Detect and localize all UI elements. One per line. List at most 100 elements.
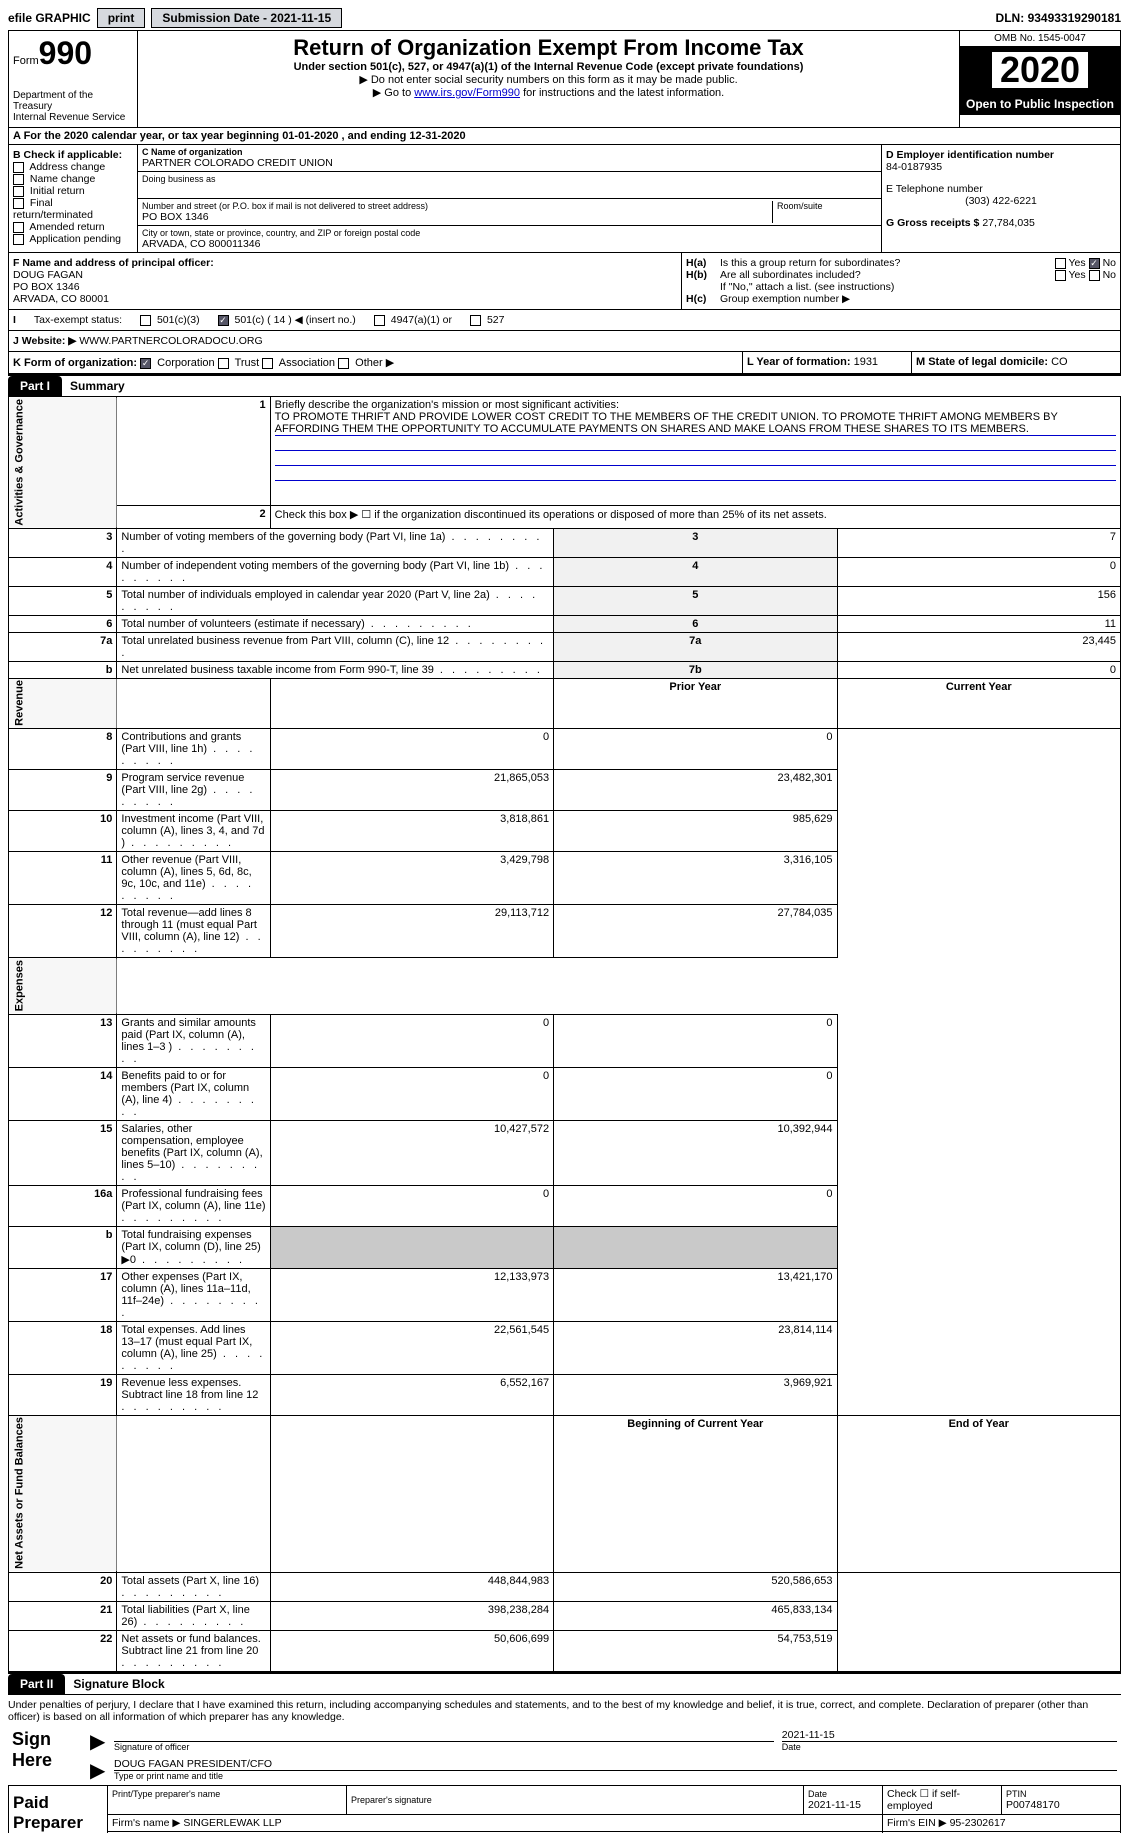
paid-preparer-block: Paid Preparer Use Only Print/Type prepar…	[8, 1785, 1121, 1833]
prior-year-header: Prior Year	[554, 678, 837, 729]
checkbox-row: Name change	[13, 173, 133, 185]
table-row: 13Grants and similar amounts paid (Part …	[9, 1014, 1121, 1067]
row-a: A For the 2020 calendar year, or tax yea…	[8, 128, 1121, 145]
checkbox-row: Address change	[13, 161, 133, 173]
irs-link[interactable]: www.irs.gov/Form990	[414, 87, 520, 99]
checkbox-checked-icon[interactable]	[140, 358, 151, 369]
sig-officer-label: Signature of officer	[114, 1741, 774, 1752]
form-note2: ▶ Go to www.irs.gov/Form990 for instruct…	[142, 86, 955, 99]
officer-addr2: ARVADA, CO 80001	[13, 293, 109, 305]
website-url: WWW.PARTNERCOLORADOCU.ORG	[79, 335, 262, 347]
form-note1: ▶ Do not enter social security numbers o…	[142, 73, 955, 86]
table-row: 22Net assets or fund balances. Subtract …	[9, 1630, 1121, 1671]
checkbox-checked-icon[interactable]	[1089, 258, 1100, 269]
prep-date-label: Date	[808, 1789, 878, 1799]
hb-yn: Yes No	[1055, 269, 1117, 281]
q2: Check this box ▶ ☐ if the organization d…	[270, 506, 1120, 529]
opt-assoc: Association	[279, 357, 335, 369]
efile-label: efile GRAPHIC	[8, 11, 91, 25]
dln-label: DLN:	[996, 11, 1025, 25]
city-label: City or town, state or province, country…	[142, 228, 877, 238]
checkbox-icon[interactable]	[140, 315, 151, 326]
part-ii-header: Part II Signature Block	[8, 1672, 1121, 1694]
table-row: 8Contributions and grants (Part VIII, li…	[9, 729, 1121, 770]
org-addr: PO BOX 1346	[142, 211, 772, 223]
ein-label: D Employer identification number	[886, 149, 1116, 161]
table-row: 19Revenue less expenses. Subtract line 1…	[9, 1374, 1121, 1415]
checkbox-icon[interactable]	[1055, 258, 1066, 269]
checkbox-icon[interactable]	[262, 358, 273, 369]
tax-year: 2020	[989, 49, 1091, 91]
beginning-header: Beginning of Current Year	[554, 1415, 837, 1572]
type-name-label: Type or print name and title	[114, 1770, 1117, 1781]
ptin: P00748170	[1006, 1799, 1116, 1811]
table-row: 9Program service revenue (Part VIII, lin…	[9, 770, 1121, 811]
room-label: Room/suite	[777, 201, 877, 211]
table-row: 17Other expenses (Part IX, column (A), l…	[9, 1268, 1121, 1321]
table-row: 4Number of independent voting members of…	[9, 557, 1121, 586]
part-i-badge: Part I	[8, 376, 62, 396]
checkbox-icon[interactable]	[1089, 270, 1100, 281]
checkbox-icon[interactable]	[1055, 270, 1066, 281]
table-row: bTotal fundraising expenses (Part IX, co…	[9, 1226, 1121, 1268]
table-row: 12Total revenue—add lines 8 through 11 (…	[9, 905, 1121, 958]
opt-501c: 501(c) ( 14 ) ◀ (insert no.)	[218, 314, 356, 326]
table-row: bNet unrelated business taxable income f…	[9, 661, 1121, 678]
header-mid: Return of Organization Exempt From Incom…	[138, 31, 959, 127]
checkbox-checked-icon[interactable]	[218, 315, 229, 326]
form-org-label: K Form of organization:	[13, 357, 137, 369]
table-row: 7aTotal unrelated business revenue from …	[9, 632, 1121, 661]
side-revenue: Revenue	[9, 678, 117, 729]
goto-suffix: for instructions and the latest informat…	[520, 87, 724, 99]
checkbox-row: Initial return	[13, 185, 133, 197]
arrow-icon: ▶	[86, 1727, 110, 1756]
ein: 84-0187935	[886, 161, 1116, 173]
tax-status-label: Tax-exempt status:	[34, 314, 122, 326]
dept-treasury: Department of the Treasury Internal Reve…	[13, 90, 133, 123]
checkbox-icon[interactable]	[338, 358, 349, 369]
name-label: C Name of organization	[142, 147, 877, 157]
org-city: ARVADA, CO 800011346	[142, 238, 877, 250]
part-i-header: Part I Summary	[8, 374, 1121, 396]
table-row: 16aProfessional fundraising fees (Part I…	[9, 1185, 1121, 1226]
form-number: Form990	[13, 35, 133, 72]
table-row: 15Salaries, other compensation, employee…	[9, 1120, 1121, 1185]
checkbox-icon[interactable]	[218, 358, 229, 369]
box-i: I Tax-exempt status: 501(c)(3) 501(c) ( …	[9, 310, 1120, 330]
submission-par button: Submission Date - 2021-11-15	[151, 8, 342, 28]
box-b-label: B Check if applicable:	[13, 149, 133, 161]
preparer-sig-label: Preparer's signature	[351, 1795, 799, 1805]
prep-date: 2021-11-15	[808, 1799, 878, 1811]
box-k: K Form of organization: Corporation Trus…	[9, 352, 742, 373]
print-button[interactable]: print	[97, 8, 146, 28]
dba-label: Doing business as	[142, 174, 877, 184]
hb-question: Are all subordinates included?	[720, 269, 1055, 281]
table-row: 5Total number of individuals employed in…	[9, 586, 1121, 615]
submission-date: 2021-11-15	[270, 11, 331, 25]
opt-4947: 4947(a)(1) or	[374, 314, 452, 326]
sign-here-block: Sign Here ▶ Signature of officer 2021-11…	[8, 1727, 1121, 1785]
box-d: D Employer identification number84-01879…	[881, 145, 1120, 252]
header-left: Form990 Department of the Treasury Inter…	[9, 31, 138, 127]
box-c: C Name of organizationPARTNER COLORADO C…	[138, 145, 881, 252]
table-row: 18Total expenses. Add lines 13–17 (must …	[9, 1321, 1121, 1374]
form-title: Return of Organization Exempt From Incom…	[142, 35, 955, 61]
officer-printed-name: DOUG FAGAN PRESIDENT/CFO	[114, 1758, 1117, 1770]
table-row: 11Other revenue (Part VIII, column (A), …	[9, 852, 1121, 905]
sign-here-label: Sign Here	[8, 1727, 86, 1785]
table-row: 3Number of voting members of the governi…	[9, 528, 1121, 557]
box-h: H(a)Is this a group return for subordina…	[681, 253, 1120, 309]
top-bar: efile GRAPHIC print Submission Date - 20…	[8, 8, 1121, 28]
q1: Briefly describe the organization's miss…	[270, 397, 1120, 506]
table-row: 21Total liabilities (Part X, line 26)398…	[9, 1601, 1121, 1630]
table-row: 10Investment income (Part VIII, column (…	[9, 811, 1121, 852]
row-j: J Website: ▶ WWW.PARTNERCOLORADOCU.ORG	[8, 331, 1121, 352]
checkbox-icon[interactable]	[470, 315, 481, 326]
submission-label: Submission Date -	[162, 11, 267, 25]
sig-date: 2021-11-15	[782, 1729, 1117, 1741]
side-expenses: Expenses	[9, 958, 117, 1014]
checkbox-icon[interactable]	[374, 315, 385, 326]
hc-label: H(c)	[686, 293, 720, 305]
ha-question: Is this a group return for subordinates?	[720, 257, 1055, 269]
ha-label: H(a)	[686, 257, 720, 269]
